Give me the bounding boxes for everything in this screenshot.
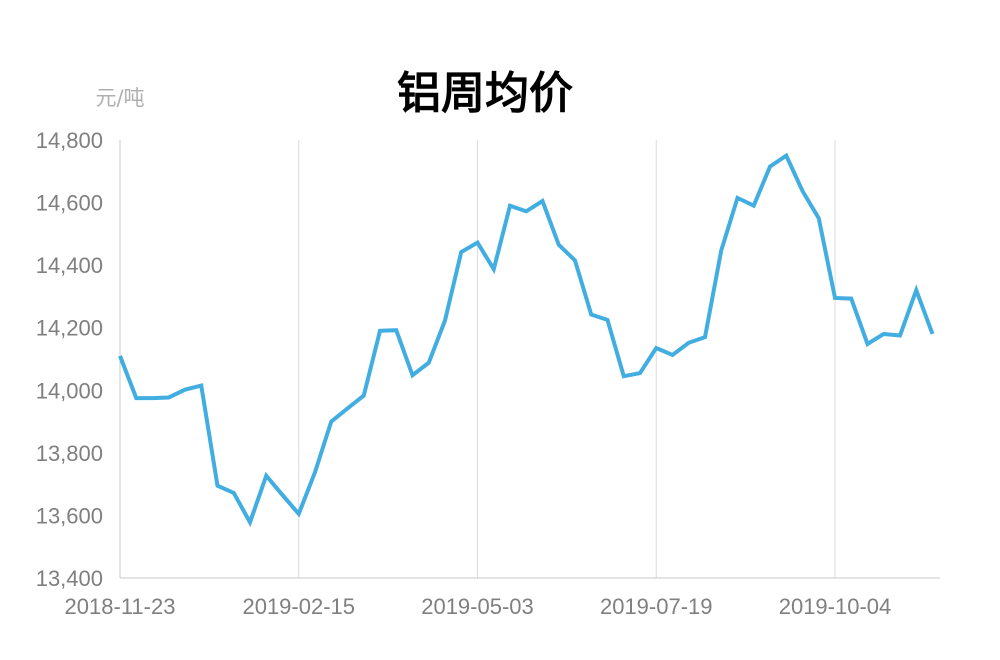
- x-tick-label: 2018-11-23: [65, 594, 176, 619]
- x-tick-label: 2019-05-03: [421, 594, 534, 619]
- y-tick-label: 13,600: [36, 503, 103, 528]
- x-tick-label: 2019-02-15: [242, 594, 355, 619]
- y-tick-labels: 13,400 13,600 13,800 14,000 14,200 14,400 14,6…: [36, 128, 103, 591]
- gridlines: [298, 140, 836, 578]
- y-tick-label: 14,400: [36, 253, 103, 278]
- x-tick-labels: 2018-11-23 2019-02-15 2019-05-03 2019-07-19…: [65, 594, 892, 619]
- y-tick-label: 13,800: [36, 441, 103, 466]
- x-tick-label: 2019-10-04: [779, 594, 892, 619]
- y-tick-label: 14,200: [36, 316, 103, 341]
- series-group: [118, 152, 935, 528]
- chart-title: 铝周均价: [397, 68, 573, 119]
- series-line: [118, 152, 935, 528]
- y-axis-unit-label: 元/吨: [95, 86, 144, 110]
- y-tick-label: 14,600: [36, 191, 103, 216]
- y-tick-label: 14,800: [36, 128, 103, 153]
- x-tick-label: 2019-07-19: [600, 594, 713, 619]
- y-tick-label: 13,400: [36, 566, 103, 591]
- y-tick-label: 14,000: [36, 378, 103, 403]
